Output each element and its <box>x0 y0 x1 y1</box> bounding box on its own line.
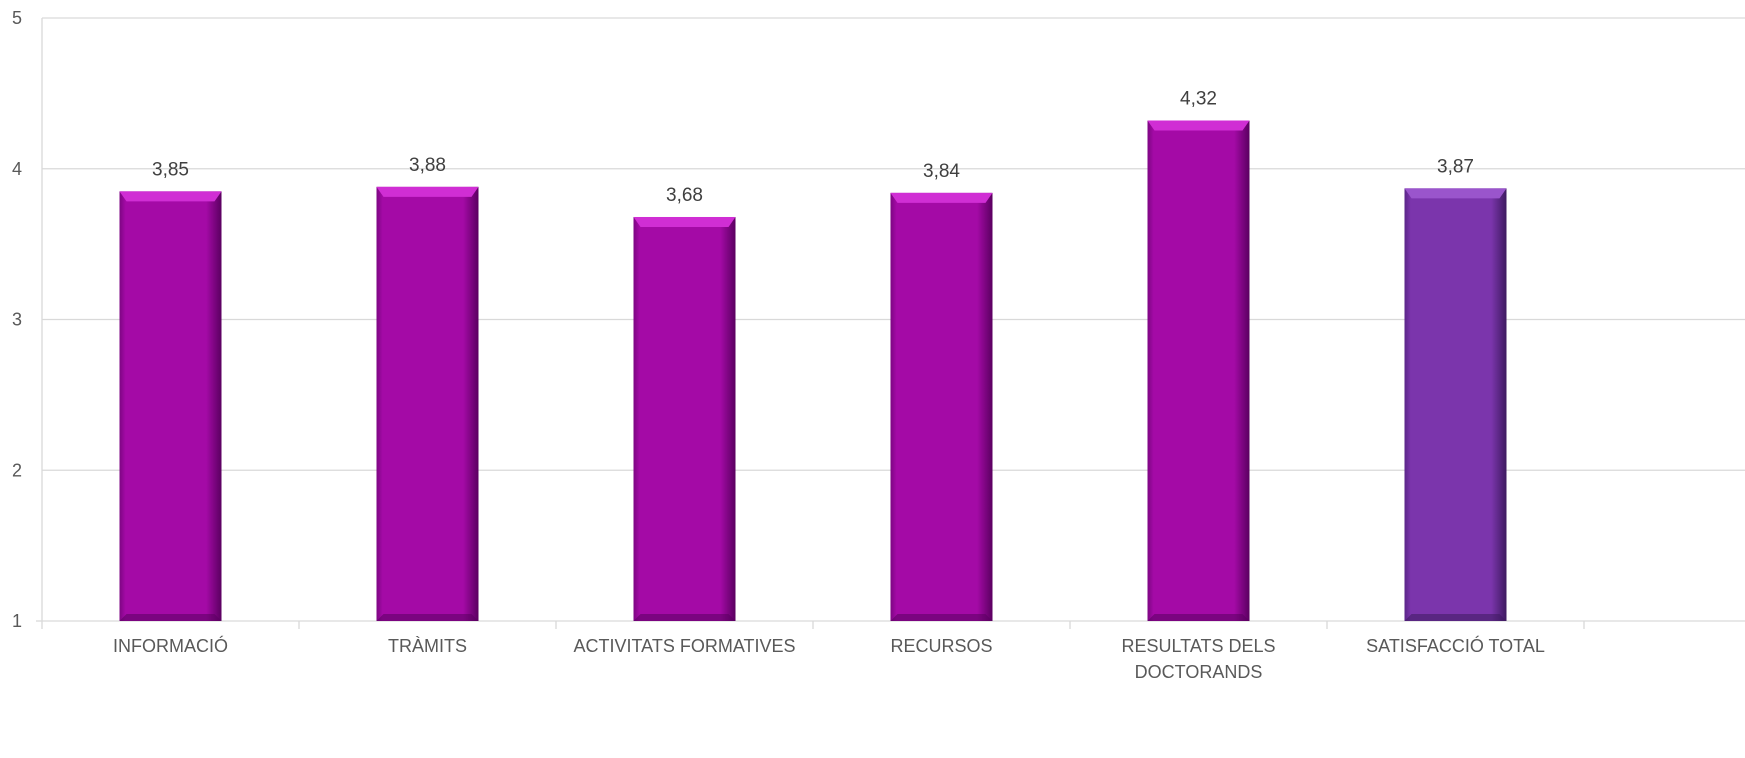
bar <box>633 216 736 622</box>
category-label: INFORMACIÓ <box>113 635 228 656</box>
bar-top-bevel <box>376 186 479 197</box>
bar <box>119 191 222 622</box>
bar <box>1404 188 1507 621</box>
category-label: DOCTORANDS <box>1135 662 1263 682</box>
category-label: TRÀMITS <box>388 636 467 656</box>
category-label: ACTIVITATS FORMATIVES <box>573 636 795 656</box>
data-label: 3,84 <box>923 161 960 182</box>
bar <box>890 192 993 621</box>
data-label: 3,87 <box>1437 156 1474 177</box>
bar-top-bevel <box>890 192 993 203</box>
bar-group <box>119 191 222 622</box>
data-label: 4,32 <box>1180 89 1217 110</box>
bar-top-bevel <box>119 191 222 202</box>
category-label: RECURSOS <box>890 636 992 656</box>
y-tick-label: 3 <box>12 310 22 330</box>
y-tick-label: 4 <box>12 159 22 179</box>
data-label: 3,68 <box>666 185 703 206</box>
data-label: 3,85 <box>152 159 189 180</box>
bar-bottom-bevel <box>119 614 222 621</box>
bar-bottom-bevel <box>633 614 736 621</box>
bar-group <box>376 186 479 621</box>
bar-bottom-bevel <box>1404 614 1507 621</box>
bar-group <box>890 192 993 621</box>
bar-group <box>1147 120 1250 621</box>
bar-group <box>633 216 736 622</box>
data-label: 3,88 <box>409 155 446 176</box>
bar <box>1147 120 1250 621</box>
y-tick-label: 5 <box>12 8 22 28</box>
category-label: SATISFACCIÓ TOTAL <box>1366 635 1545 656</box>
bar-top-bevel <box>1404 188 1507 199</box>
y-tick-label: 1 <box>12 611 22 631</box>
bar <box>376 186 479 621</box>
bar-top-bevel <box>633 216 736 227</box>
bar-top-bevel <box>1147 120 1250 131</box>
bar-bottom-bevel <box>890 614 993 621</box>
bar-bottom-bevel <box>1147 614 1250 621</box>
bar-bottom-bevel <box>376 614 479 621</box>
y-tick-label: 2 <box>12 460 22 480</box>
bar-group <box>1404 188 1507 621</box>
category-label: RESULTATS DELS <box>1121 636 1275 656</box>
